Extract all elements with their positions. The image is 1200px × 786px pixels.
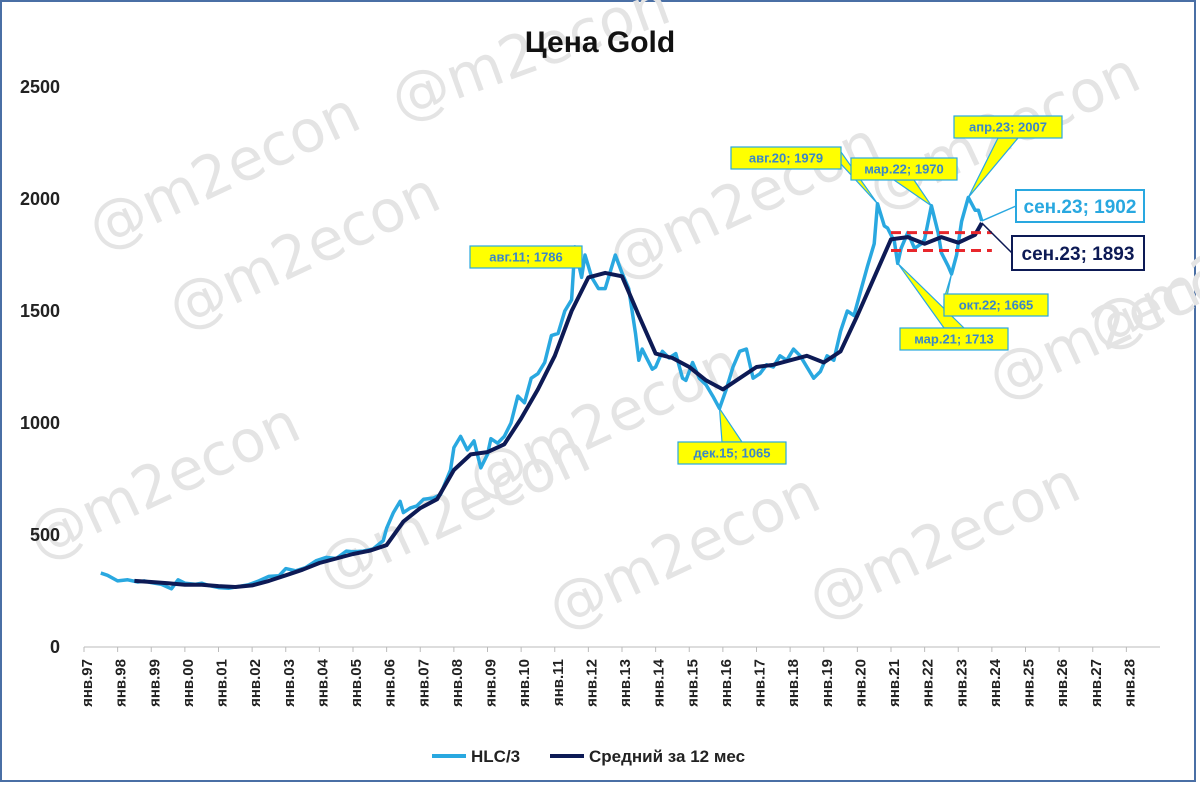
- callout-leader: [981, 222, 1013, 254]
- x-tick-label: янв.26: [1054, 659, 1071, 707]
- y-tick-label: 0: [50, 637, 60, 657]
- y-tick-label: 1000: [20, 413, 60, 433]
- callout-box: [943, 293, 1049, 317]
- watermark-text: @m2econ: [382, 0, 679, 133]
- watermark-text: @m2econ: [457, 328, 750, 513]
- x-tick-label: янв.08: [449, 659, 466, 707]
- x-tick-label: янв.20: [852, 659, 869, 707]
- x-tick-label: янв.27: [1088, 659, 1105, 707]
- watermark-text: @m2econ: [797, 448, 1090, 633]
- x-tick-label: янв.17: [752, 659, 769, 707]
- x-tick-label: янв.24: [987, 658, 1004, 707]
- legend-label-hlc3: HLC/3: [471, 747, 520, 766]
- x-tick-label: янв.97: [79, 659, 96, 707]
- x-tick-label: янв.05: [348, 659, 365, 707]
- x-tick-label: янв.07: [415, 659, 432, 707]
- x-tick-label: янв.23: [953, 659, 970, 707]
- y-tick-label: 500: [30, 525, 60, 545]
- x-tick-label: янв.22: [920, 659, 937, 707]
- y-tick-label: 1500: [20, 301, 60, 321]
- x-tick-label: янв.02: [247, 659, 264, 707]
- series-layer: [100, 195, 992, 591]
- callout-box: [677, 441, 787, 465]
- resistance-band: [891, 231, 992, 253]
- x-tick-label: янв.18: [785, 659, 802, 707]
- callout-box: [850, 157, 958, 181]
- x-tick-label: янв.04: [314, 658, 331, 707]
- callout-box: [469, 245, 583, 269]
- callout-label: дек.15; 1065: [694, 446, 771, 461]
- callout-box: [1015, 189, 1145, 223]
- callout-pointer: [718, 406, 744, 443]
- callout-box: [1011, 235, 1145, 271]
- x-tick-label: янв.25: [1021, 659, 1038, 707]
- x-tick-label: янв.28: [1121, 659, 1138, 707]
- x-tick-label: янв.13: [617, 659, 634, 707]
- callout-label: мар.21; 1713: [914, 332, 994, 347]
- x-tick-label: янв.19: [819, 659, 836, 707]
- callout-box: [899, 327, 1009, 351]
- legend-label-avg12: Средний за 12 мес: [589, 747, 745, 766]
- y-tick-label: 2500: [20, 77, 60, 97]
- callout-label: авг.20; 1979: [749, 151, 823, 166]
- x-tick-label: янв.21: [886, 659, 903, 707]
- chart-title: Цена Gold: [525, 26, 675, 59]
- callout-label: сен.23; 1902: [1024, 197, 1137, 218]
- x-tick-label: янв.98: [113, 659, 130, 707]
- x-tick-label: янв.15: [684, 659, 701, 707]
- series-line-avg12: [134, 222, 984, 589]
- watermark-layer: @m2econ@m2econ@m2econ@m2econ@m2econ@m2ec…: [17, 0, 1200, 643]
- x-tick-label: янв.14: [651, 658, 668, 707]
- callout-label: мар.22; 1970: [864, 162, 944, 177]
- x-tick-label: янв.01: [214, 659, 231, 707]
- watermark-text: @m2econ: [597, 108, 890, 293]
- x-tick-label: янв.00: [180, 659, 197, 707]
- y-tick-label: 2000: [20, 189, 60, 209]
- x-tick-label: янв.16: [718, 659, 735, 707]
- callout-label: сен.23; 1893: [1022, 244, 1135, 265]
- x-tick-label: янв.09: [483, 659, 500, 707]
- x-axis: янв.97 янв.98 янв.99 янв.00 янв.01 янв.02 янв.…: [79, 646, 1160, 707]
- callout-label: окт.22; 1665: [959, 298, 1034, 313]
- x-tick-label: янв.03: [281, 659, 298, 707]
- x-tick-label: янв.11: [550, 659, 567, 706]
- x-tick-label: янв.10: [516, 659, 533, 707]
- y-axis: 0 500 1000 1500 2000 2500: [20, 77, 60, 657]
- callout-label: авг.11; 1786: [489, 250, 563, 265]
- legend: HLC/3 Средний за 12 мес: [432, 747, 745, 766]
- callout-label: апр.23; 2007: [969, 120, 1047, 135]
- annotation-layer: авг.11; 1786 авг.20; 1979 мар.22; 1970 апр.…: [469, 115, 1145, 465]
- callout-leader: [981, 205, 1017, 222]
- callout-box: [730, 146, 842, 170]
- callout-box: [953, 115, 1063, 139]
- watermark-text: @m2econ: [17, 388, 310, 573]
- x-tick-label: янв.12: [583, 659, 600, 707]
- x-tick-label: янв.99: [146, 659, 163, 707]
- x-tick-label: янв.06: [382, 659, 399, 707]
